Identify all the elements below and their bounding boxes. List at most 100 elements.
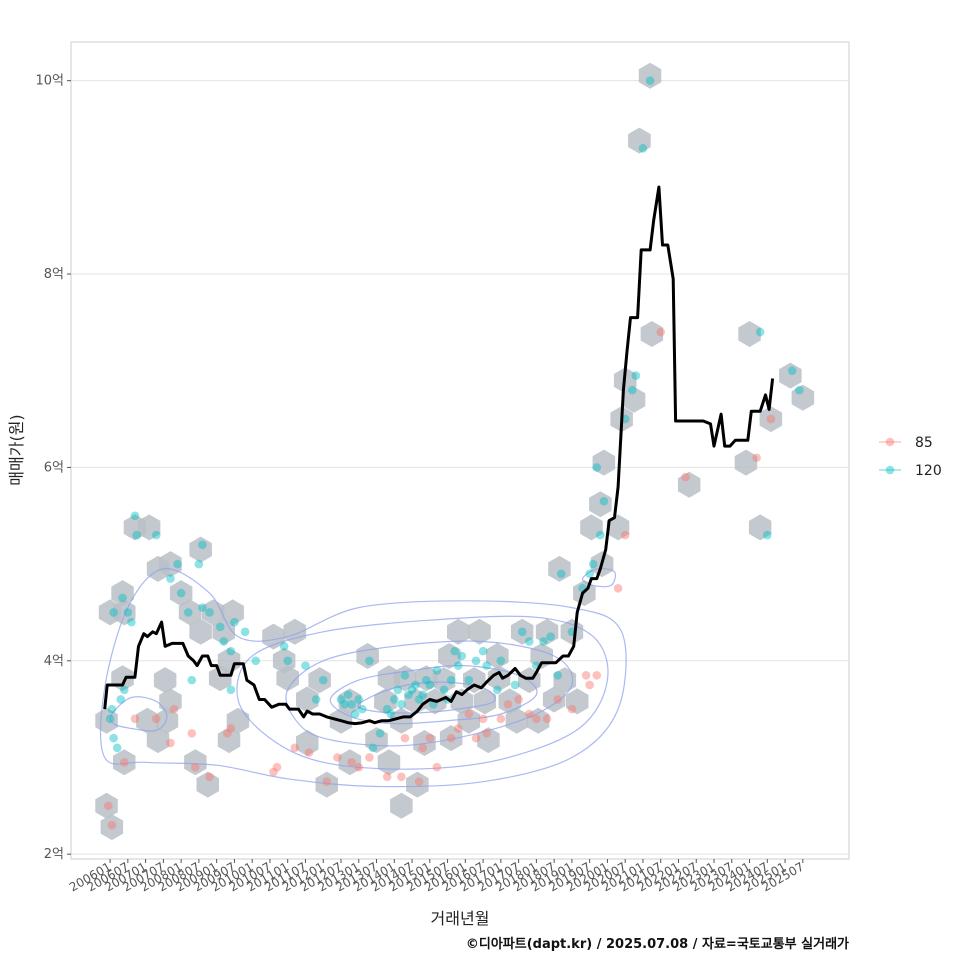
hexbin-cell (738, 321, 761, 347)
data-point-85 (191, 762, 200, 772)
data-point-120 (127, 617, 136, 627)
data-point-85 (453, 724, 463, 733)
data-point-120 (219, 637, 229, 646)
hexbin-cell (159, 688, 182, 715)
hexbin-cell (406, 771, 429, 798)
hexbin-cell (113, 599, 136, 626)
data-point-85 (119, 758, 129, 767)
data-point-120 (407, 685, 417, 695)
hexbin-cell (628, 127, 651, 154)
hexbin-cell (580, 514, 603, 541)
hexbin-cell (196, 771, 219, 798)
data-point-85 (130, 714, 140, 724)
hexbin-cell (734, 449, 758, 476)
data-point-120 (556, 569, 566, 579)
hexbin-cell (338, 749, 362, 776)
hexbin-cell (677, 471, 701, 498)
hexbin-cell (638, 62, 662, 89)
median-line-layer (103, 185, 775, 726)
data-point-120 (226, 646, 236, 656)
data-point-120 (230, 617, 239, 627)
data-point-120 (279, 641, 289, 651)
hexbin-cell (315, 771, 338, 798)
data-point-120 (112, 743, 122, 753)
hexbin-cell (560, 618, 584, 645)
hexbin-cell (439, 725, 463, 752)
data-point-85 (766, 414, 776, 424)
hexbin-cell (779, 362, 802, 389)
x-axis-title: 거래년월 (431, 909, 490, 928)
hexbin-cell (791, 384, 815, 411)
data-point-120 (631, 371, 641, 380)
legend-key-point (885, 437, 895, 447)
data-point-85 (471, 733, 481, 743)
data-point-120 (524, 637, 534, 646)
data-point-120 (118, 593, 127, 603)
data-point-85 (223, 729, 232, 738)
data-point-120 (539, 637, 548, 646)
data-point-120 (198, 603, 207, 612)
data-point-85 (524, 709, 534, 719)
data-point-85 (169, 704, 179, 714)
data-point-120 (301, 661, 310, 670)
data-point-85 (414, 777, 424, 786)
data-point-85 (333, 753, 342, 762)
hexbin-cell (212, 618, 235, 645)
density-contour (582, 567, 617, 588)
data-point-120 (482, 661, 491, 670)
data-point-120 (340, 700, 349, 709)
data-point-120 (151, 530, 161, 540)
data-point-85 (681, 472, 690, 482)
data-point-85 (354, 762, 364, 772)
hexbin-cell (589, 491, 612, 518)
hexbin-cell (137, 514, 161, 541)
data-point-120 (393, 685, 403, 695)
data-point-120 (215, 622, 225, 632)
hexbin-cell (498, 688, 521, 715)
hexbin-cell (390, 707, 413, 734)
y-tick-label: 4억 (44, 654, 64, 669)
data-point-85 (542, 714, 552, 724)
data-point-120 (432, 666, 442, 675)
hexbin-cell (111, 580, 134, 607)
data-point-85 (482, 729, 491, 738)
data-point-85 (397, 772, 406, 782)
hexbin-cell (276, 665, 299, 692)
data-point-120 (176, 588, 186, 598)
hexbin-cell (548, 555, 571, 582)
data-point-120 (109, 608, 118, 617)
density-contour-layer (100, 567, 627, 788)
data-point-120 (105, 714, 115, 724)
data-point-85 (425, 733, 435, 743)
data-point-85 (752, 453, 761, 463)
scatter-points-layer (104, 76, 804, 830)
data-point-120 (311, 695, 321, 704)
data-point-85 (151, 714, 161, 724)
hexbin-cell (308, 667, 331, 694)
data-point-85 (382, 772, 392, 782)
hexbin-cell (296, 686, 319, 713)
data-point-85 (290, 743, 300, 753)
data-point-120 (404, 690, 413, 699)
data-point-120 (411, 680, 420, 690)
hexbin-cell (553, 667, 577, 694)
data-point-120 (446, 675, 456, 685)
data-point-120 (226, 685, 236, 695)
median-price-line (103, 185, 775, 726)
data-point-85 (496, 714, 506, 724)
hexbin-cell (535, 618, 559, 645)
hexbin-cell (217, 727, 241, 754)
data-point-85 (620, 530, 630, 540)
data-point-120 (336, 695, 346, 704)
legend-key-point (885, 465, 895, 475)
data-point-120 (627, 385, 637, 395)
hexbin-cell (113, 749, 136, 776)
hexbin-cell (178, 599, 202, 626)
data-point-120 (471, 656, 481, 666)
data-point-85 (272, 762, 282, 772)
density-contour (100, 568, 627, 788)
density-contour (236, 615, 609, 770)
data-point-85 (400, 733, 410, 743)
data-point-120 (517, 627, 527, 637)
data-point-120 (318, 675, 328, 685)
